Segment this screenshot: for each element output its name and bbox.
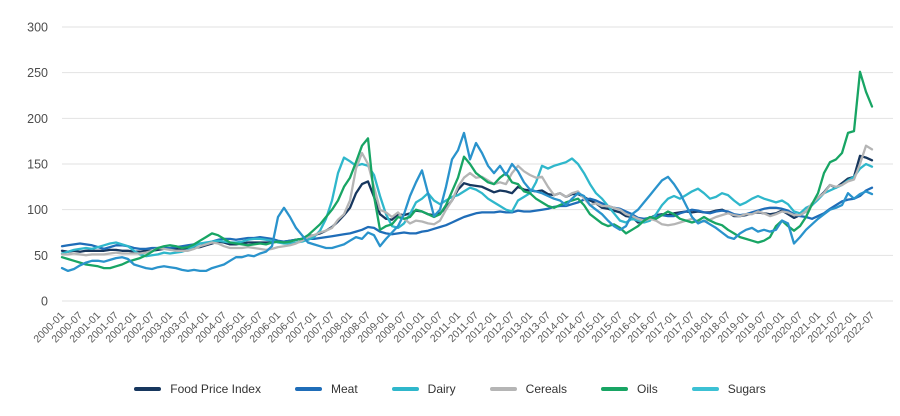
legend-label: Meat	[330, 382, 358, 396]
legend-swatch-icon	[134, 387, 162, 391]
legend-item-food-price-index: Food Price Index	[134, 382, 261, 396]
line-chart-plot-area: 0501001502002503002000-012000-072001-012…	[27, 21, 893, 345]
legend-item-oils: Oils	[601, 382, 658, 396]
y-axis-tick-label: 150	[27, 158, 48, 172]
legend-label: Dairy	[427, 382, 456, 396]
series-line-oils	[60, 70, 874, 270]
legend-swatch-icon	[691, 387, 719, 391]
series-line-dairy	[60, 156, 874, 258]
legend-item-sugars: Sugars	[691, 382, 766, 396]
y-axis-tick-label: 300	[27, 21, 48, 35]
legend-swatch-icon	[391, 387, 419, 391]
legend-swatch-icon	[489, 387, 517, 391]
y-axis-tick-label: 50	[34, 249, 48, 263]
y-axis-tick-label: 100	[27, 203, 48, 217]
y-axis-tick-label: 200	[27, 112, 48, 126]
series-line-sugars	[60, 131, 874, 273]
legend-item-meat: Meat	[294, 382, 358, 396]
y-axis-tick-label: 0	[41, 295, 48, 309]
legend-swatch-icon	[294, 387, 322, 391]
legend-item-dairy: Dairy	[391, 382, 456, 396]
legend-item-cereals: Cereals	[489, 382, 568, 396]
legend-label: Food Price Index	[170, 382, 261, 396]
series-line-food-price-index	[60, 154, 874, 253]
legend-label: Sugars	[727, 382, 766, 396]
legend-label: Oils	[637, 382, 658, 396]
chart-legend: Food Price Index Meat Dairy Cereals Oils Suga…	[0, 382, 900, 396]
legend-label: Cereals	[525, 382, 568, 396]
legend-swatch-icon	[601, 387, 629, 391]
series-line-cereals	[60, 144, 874, 257]
y-axis-tick-label: 250	[27, 66, 48, 80]
